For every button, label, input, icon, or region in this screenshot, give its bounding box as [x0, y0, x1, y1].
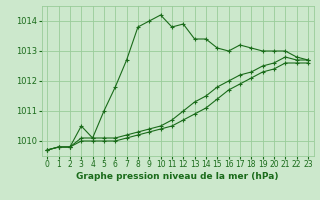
X-axis label: Graphe pression niveau de la mer (hPa): Graphe pression niveau de la mer (hPa) [76, 172, 279, 181]
